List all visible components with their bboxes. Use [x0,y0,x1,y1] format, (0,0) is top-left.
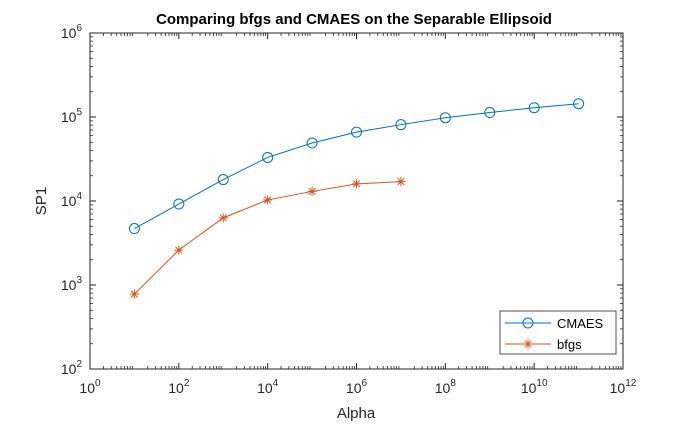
y-tick-base: 10 [61,25,77,41]
x-tick-exponent: 10 [536,378,548,389]
x-tick-label: 102 [168,378,190,396]
series-layer [128,98,585,299]
x-tick-exponent: 0 [95,378,101,389]
y-tick-exponent: 2 [76,359,82,370]
x-tick-label: 108 [435,378,457,396]
x-tick-exponent: 2 [184,378,190,389]
legend: CMAES bfgs [499,310,617,355]
y-tick-base: 10 [61,361,77,377]
legend-marker-cmaes [522,317,534,329]
x-tick-base: 10 [521,380,537,396]
y-tick-label: 106 [61,23,83,41]
cmaes-point [306,137,318,149]
legend-label-bfgs: bfgs [557,337,582,352]
cmaes-point [573,98,585,110]
series-bfgs [129,177,406,299]
x-tick-base: 10 [610,380,626,396]
chart-title: Comparing bfgs and CMAES on the Separabl… [156,11,552,28]
x-tick-base: 10 [346,380,362,396]
cmaes-point [351,126,362,138]
bfgs-point [307,186,317,196]
cmaes-point [217,174,229,186]
legend-entry-cmaes: CMAES [505,316,604,331]
bfgs-point [174,245,184,255]
y-tick-exponent: 6 [76,23,82,34]
x-tick-exponent: 12 [625,378,637,389]
x-tick-label: 100 [79,378,101,396]
x-tick-base: 10 [435,380,451,396]
y-tick-exponent: 4 [76,191,82,202]
cmaes-point [173,198,185,210]
y-axis-label: SP1 [33,187,50,215]
legend-items: CMAES bfgs [505,316,604,352]
bfgs-point [263,195,273,205]
x-tick-base: 10 [257,380,273,396]
bfgs-point [218,213,228,223]
x-tick-exponent: 8 [450,378,456,389]
cmaes-point [484,107,496,119]
cmaes-point [128,223,140,235]
y-tick-exponent: 3 [76,275,82,286]
bfgs-point [396,177,406,187]
y-tick-label: 103 [61,275,83,293]
y-tick-label: 105 [61,107,83,125]
legend-entry-bfgs: bfgs [505,337,582,352]
x-tick-base: 10 [79,380,95,396]
cmaes-point [528,102,540,114]
y-tick-base: 10 [61,277,77,293]
legend-label-cmaes: CMAES [557,316,604,331]
x-tick-label: 104 [257,378,279,396]
x-tick-base: 10 [168,380,184,396]
cmaes-point [262,151,274,163]
cmaes-line [134,103,579,229]
y-tick-label: 102 [61,359,83,377]
plot-frame [89,32,624,370]
y-tick-base: 10 [61,109,77,125]
x-tick-label: 1012 [610,378,637,396]
y-tick-label: 104 [61,191,83,209]
x-tick-exponent: 6 [362,378,368,389]
y-tick-exponent: 5 [76,107,82,118]
x-tick-label: 106 [346,378,368,396]
y-tick-base: 10 [61,193,77,209]
x-tick-label: 1010 [521,378,548,396]
cmaes-point [395,119,407,131]
x-tick-exponent: 4 [273,378,279,389]
legend-box [499,310,617,355]
series-cmaes [128,98,585,235]
x-axis-label: Alpha [337,405,376,422]
bfgs-point [352,179,361,189]
cmaes-point [439,112,451,124]
legend-marker-bfgs [523,339,533,349]
bfgs-point [129,289,139,299]
